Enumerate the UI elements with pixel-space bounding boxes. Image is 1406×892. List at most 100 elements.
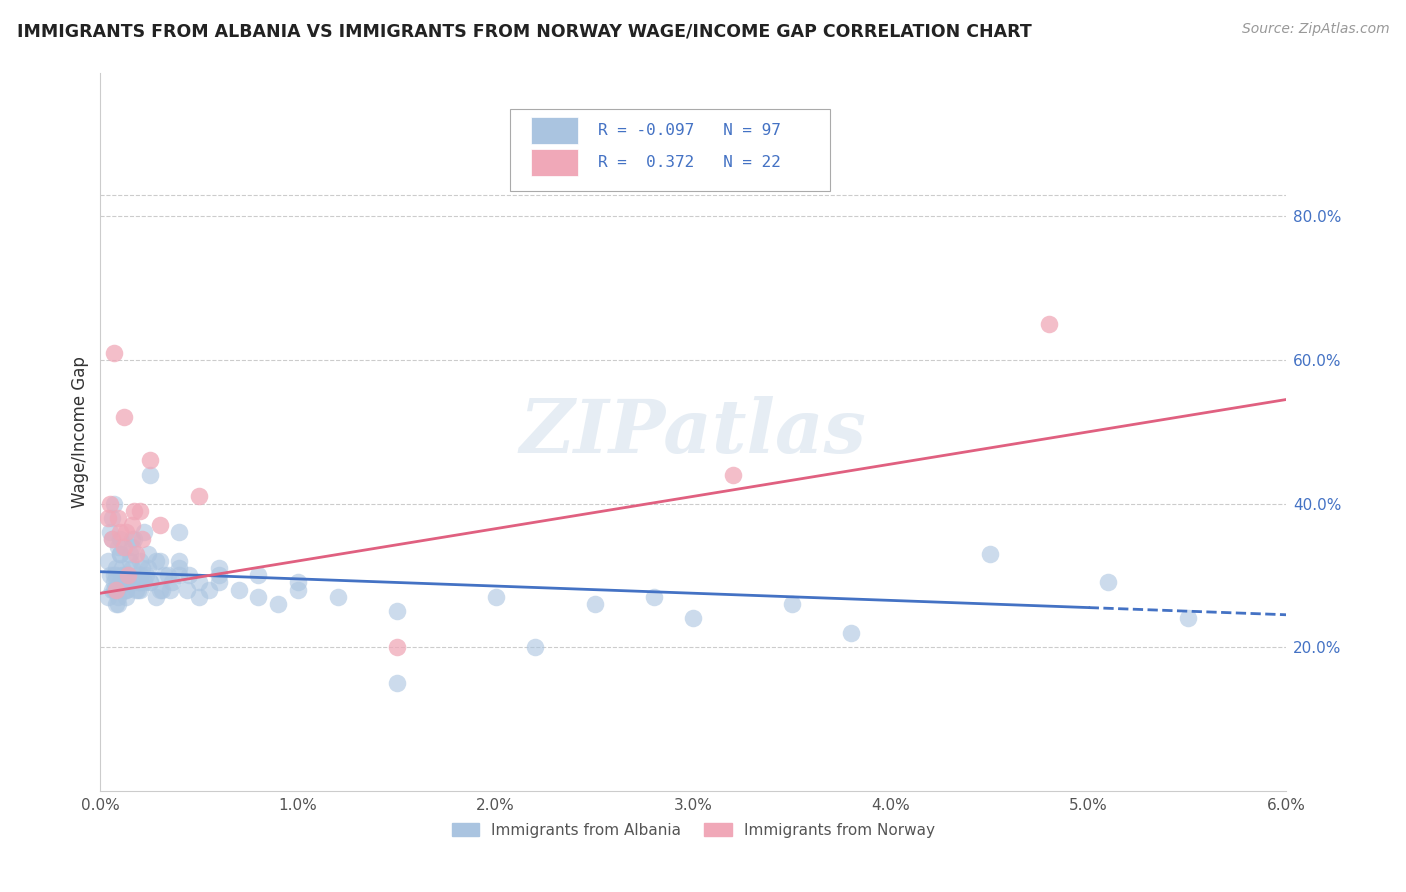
Point: [135, 568, 157, 582]
Point: [841, 625, 863, 640]
Point: [112, 568, 135, 582]
Point: [105, 582, 128, 597]
Point: [150, 582, 173, 597]
Point: [159, 582, 181, 597]
Point: [131, 533, 153, 547]
Point: [103, 346, 125, 360]
Text: R =  0.372   N = 22: R = 0.372 N = 22: [599, 155, 782, 170]
Text: R = -0.097   N = 97: R = -0.097 N = 97: [599, 123, 782, 138]
Point: [121, 540, 143, 554]
Point: [112, 582, 135, 597]
Point: [136, 547, 159, 561]
Point: [385, 640, 408, 654]
Point: [112, 410, 135, 425]
Point: [326, 590, 349, 604]
Point: [132, 525, 155, 540]
Point: [128, 582, 150, 597]
Point: [1097, 575, 1119, 590]
Point: [139, 575, 162, 590]
Point: [721, 467, 744, 482]
Point: [188, 489, 211, 503]
Point: [208, 561, 231, 575]
Point: [121, 518, 143, 533]
Point: [118, 547, 141, 561]
Point: [169, 525, 191, 540]
Y-axis label: Wage/Income Gap: Wage/Income Gap: [72, 356, 89, 508]
FancyBboxPatch shape: [531, 117, 578, 144]
Point: [101, 582, 124, 597]
Point: [682, 611, 704, 625]
Point: [115, 525, 138, 540]
Point: [122, 533, 145, 547]
Point: [108, 547, 131, 561]
Point: [132, 575, 155, 590]
Point: [128, 568, 150, 582]
Point: [156, 568, 179, 582]
Point: [111, 568, 134, 582]
Point: [128, 504, 150, 518]
Point: [287, 582, 309, 597]
Point: [287, 575, 309, 590]
Point: [103, 497, 125, 511]
Point: [105, 582, 128, 597]
Point: [121, 561, 143, 575]
Point: [115, 590, 138, 604]
Point: [107, 590, 129, 604]
Point: [97, 590, 120, 604]
Point: [139, 453, 162, 467]
FancyBboxPatch shape: [509, 109, 830, 192]
Point: [247, 590, 270, 604]
Point: [115, 582, 138, 597]
Point: [149, 518, 172, 533]
Point: [267, 597, 290, 611]
Point: [1038, 317, 1060, 331]
Point: [139, 467, 162, 482]
Point: [127, 575, 149, 590]
Point: [117, 568, 139, 582]
Point: [97, 554, 120, 568]
Point: [107, 540, 129, 554]
Point: [103, 575, 125, 590]
Point: [198, 582, 221, 597]
Point: [115, 568, 138, 582]
Point: [108, 547, 131, 561]
Point: [188, 575, 211, 590]
Point: [112, 540, 135, 554]
Point: [139, 575, 162, 590]
Point: [149, 582, 172, 597]
Point: [117, 575, 139, 590]
Point: [169, 568, 191, 582]
Point: [112, 575, 135, 590]
FancyBboxPatch shape: [531, 149, 578, 177]
Point: [228, 582, 250, 597]
Legend: Immigrants from Albania, Immigrants from Norway: Immigrants from Albania, Immigrants from…: [446, 817, 941, 844]
Point: [136, 561, 159, 575]
Point: [145, 590, 167, 604]
Point: [117, 568, 139, 582]
Point: [583, 597, 606, 611]
Point: [121, 533, 143, 547]
Point: [111, 561, 134, 575]
Point: [208, 575, 231, 590]
Point: [247, 568, 270, 582]
Point: [98, 525, 121, 540]
Point: [149, 554, 172, 568]
Text: ZIPatlas: ZIPatlas: [520, 395, 866, 468]
Point: [98, 568, 121, 582]
Point: [101, 511, 124, 525]
Point: [108, 575, 131, 590]
Point: [97, 511, 120, 525]
Point: [385, 604, 408, 618]
Point: [169, 561, 191, 575]
Point: [188, 590, 211, 604]
Point: [108, 525, 131, 540]
Point: [105, 561, 128, 575]
Point: [107, 597, 129, 611]
Point: [145, 554, 167, 568]
Point: [1177, 611, 1199, 625]
Point: [385, 676, 408, 690]
Point: [179, 568, 201, 582]
Point: [128, 554, 150, 568]
Point: [643, 590, 665, 604]
Point: [160, 575, 183, 590]
